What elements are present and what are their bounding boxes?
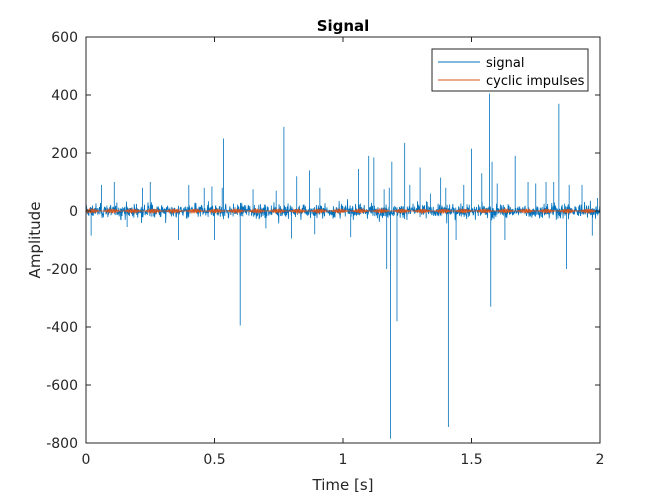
y-tick-label: -800: [46, 436, 78, 452]
y-axis-label: Amplitude: [26, 202, 44, 279]
legend-cyclic-impulses-label: cyclic impulses: [486, 74, 585, 89]
legend-signal-label: signal: [486, 56, 524, 71]
series-cyclic-impulses-line: [85, 207, 601, 215]
y-tick-label: 0: [69, 204, 78, 220]
legend-box: [431, 48, 589, 92]
x-tick-label: 1: [339, 452, 348, 468]
x-tick-label: 0.5: [203, 452, 225, 468]
legend: signal cyclic impulses: [431, 48, 589, 92]
y-tick-label: -400: [46, 320, 78, 336]
axes-background: [86, 37, 600, 443]
y-tick-label: 400: [51, 88, 78, 104]
y-tick-label: -200: [46, 262, 78, 278]
x-tick-label: 1.5: [460, 452, 482, 468]
x-tick-label: 2: [596, 452, 605, 468]
x-tick-label: 0: [82, 452, 91, 468]
tick-labels-layer: 0 0.5 1 1.5 2 -800 -600 -400 -200 0 200 400 600: [46, 30, 604, 468]
y-tick-label: -600: [46, 378, 78, 394]
axes-box: [85, 36, 601, 444]
series-signal-line: [85, 93, 601, 439]
chart-title: Signal: [317, 17, 370, 35]
y-tick-label: 200: [51, 146, 78, 162]
x-axis-label: Time [s]: [312, 476, 374, 494]
series-layer: [85, 93, 601, 439]
y-tick-label: 600: [51, 30, 78, 46]
